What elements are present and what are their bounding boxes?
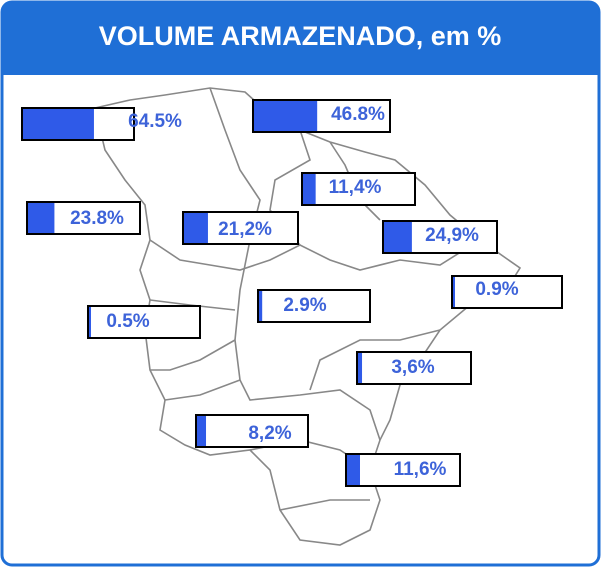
gauge-fill: [28, 203, 55, 233]
region-label: 0.5%: [106, 311, 149, 332]
title: VOLUME ARMAZENADO, em %: [99, 21, 502, 51]
region-label: 8,2%: [248, 423, 291, 444]
region-label: 2.9%: [283, 295, 326, 316]
gauge-fill: [254, 101, 318, 131]
gauge-box: [356, 351, 472, 385]
region-label: 11,4%: [329, 177, 382, 198]
region-label: 64.5%: [128, 111, 182, 132]
region-label: 3,6%: [391, 357, 434, 378]
region-label: 23.8%: [70, 208, 124, 229]
gauge-box: [301, 172, 416, 206]
region-label: 0.9%: [475, 279, 518, 300]
region-label: 46.8%: [331, 104, 385, 125]
header-bar: [2, 2, 599, 75]
gauge-box: [195, 414, 309, 448]
gauge-box: [87, 305, 201, 339]
gauge-fill: [358, 353, 363, 383]
gauge-fill: [259, 291, 263, 321]
gauge-fill: [384, 222, 412, 252]
gauge-fill: [453, 277, 455, 307]
gauge-box: [451, 275, 563, 309]
gauge-fill: [23, 109, 94, 139]
gauge-fill: [89, 307, 91, 337]
gauge-fill: [347, 455, 360, 485]
region-label: 24,9%: [425, 225, 479, 246]
gauge-fill: [184, 213, 208, 243]
gauge-fill: [197, 416, 207, 446]
gauge-fill: [303, 174, 316, 204]
region-label: 11,6%: [394, 459, 447, 480]
gauge-box: [257, 289, 371, 323]
region-label: 21,2%: [218, 219, 272, 240]
gauge-box: [345, 453, 461, 487]
